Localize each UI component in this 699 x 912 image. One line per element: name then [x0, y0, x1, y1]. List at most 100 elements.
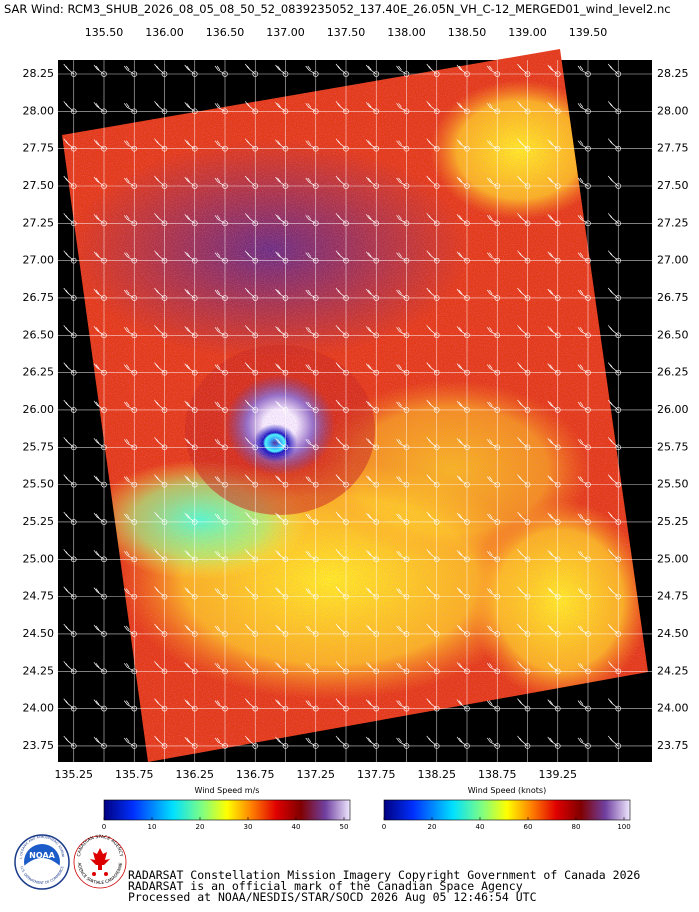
wind-barb — [486, 103, 498, 112]
lat-label-left: 27.25 — [23, 216, 55, 229]
wind-barb — [365, 475, 377, 485]
wind-barb — [335, 63, 347, 75]
wind-barb — [426, 138, 437, 149]
grid-node — [373, 593, 380, 600]
grid-node — [252, 108, 259, 115]
wind-barb — [214, 663, 226, 672]
wind-barb — [154, 325, 165, 336]
grid-node — [131, 481, 138, 488]
wind-barb — [396, 551, 407, 560]
wind-barb — [154, 362, 165, 373]
grid-node — [312, 743, 319, 749]
grid-node — [433, 407, 440, 413]
grid-node — [343, 71, 349, 77]
grid-node — [615, 183, 622, 189]
wind-barb — [93, 400, 105, 411]
lat-label-left: 25.25 — [23, 515, 55, 528]
wind-barb — [486, 663, 498, 672]
wind-barb — [365, 214, 377, 224]
wind-barb — [63, 474, 74, 485]
grid-node — [101, 295, 107, 301]
grid-node — [343, 743, 349, 749]
wind-barb — [184, 736, 195, 747]
grid-node — [373, 145, 380, 152]
grid-node — [101, 71, 107, 77]
grid-node — [252, 145, 259, 152]
wind-barb — [335, 623, 347, 635]
grid-node — [524, 71, 531, 77]
wind-barb — [184, 102, 195, 112]
wind-barb — [426, 735, 437, 747]
grid-node — [433, 257, 440, 264]
grid-node — [615, 743, 622, 749]
wind-barb — [335, 661, 347, 672]
wind-barb — [123, 103, 135, 112]
wind-barb — [275, 587, 286, 597]
grid-node — [222, 743, 228, 749]
grid-node — [524, 295, 531, 301]
wind-barb — [335, 399, 347, 411]
wind-barb — [426, 698, 437, 709]
lat-label-right: 26.25 — [657, 366, 689, 379]
wind-barb — [275, 400, 286, 411]
wind-barb — [517, 661, 528, 672]
grid-node — [252, 183, 259, 189]
grid-node — [615, 705, 622, 712]
wind-barb — [305, 65, 316, 75]
grid-node — [161, 556, 168, 563]
lat-label-left: 25.00 — [23, 552, 55, 565]
grid-node — [615, 481, 622, 488]
title: SAR Wind: RCM3_SHUB_2026_08_05_08_50_52_… — [4, 2, 671, 16]
grid-node — [70, 407, 77, 413]
wind-barb — [93, 288, 105, 299]
grid-node — [464, 257, 470, 264]
grid-node — [554, 369, 561, 376]
grid-node — [252, 631, 259, 637]
wind-barb — [577, 737, 589, 747]
lat-label-left: 26.00 — [23, 403, 55, 416]
grid-node — [524, 593, 531, 600]
grid-node — [161, 743, 168, 749]
lat-label-left: 25.50 — [23, 478, 55, 491]
grid-node — [222, 145, 228, 152]
grid-node — [161, 108, 168, 115]
grid-node — [494, 556, 501, 563]
grid-node — [585, 705, 591, 712]
grid-node — [191, 332, 198, 339]
wind-barb — [456, 363, 468, 373]
wind-barb — [365, 550, 377, 560]
wind-barb — [547, 438, 558, 448]
wind-barb — [577, 65, 589, 75]
wind-barb — [486, 588, 498, 597]
wind-barb — [607, 175, 619, 187]
wind-barb — [244, 362, 256, 373]
wind-barb — [93, 662, 105, 672]
grid-node — [615, 145, 622, 152]
wind-barb — [426, 213, 437, 224]
grid-node — [403, 481, 410, 488]
grid-node — [222, 593, 228, 600]
wind-barb — [456, 176, 468, 187]
wind-barb — [547, 587, 558, 597]
wind-barb — [517, 101, 528, 112]
colorbar-tick-label: 40 — [292, 823, 301, 831]
wind-barb — [184, 438, 195, 448]
wind-barb — [547, 512, 558, 523]
wind-barb — [335, 250, 347, 261]
grid-node — [494, 631, 501, 637]
wind-barb — [607, 735, 619, 747]
grid-node — [282, 668, 289, 675]
grid-node — [343, 668, 349, 675]
grid-node — [433, 593, 440, 600]
grid-node — [615, 407, 622, 413]
grid-node — [282, 108, 289, 115]
wind-barb — [214, 364, 226, 373]
wind-barb — [275, 699, 286, 709]
wind-barb — [123, 551, 135, 560]
wind-barb — [214, 215, 226, 224]
grid-node — [373, 668, 380, 675]
wind-barb — [305, 140, 316, 149]
wind-barb — [123, 65, 135, 75]
wind-barb — [214, 65, 226, 75]
